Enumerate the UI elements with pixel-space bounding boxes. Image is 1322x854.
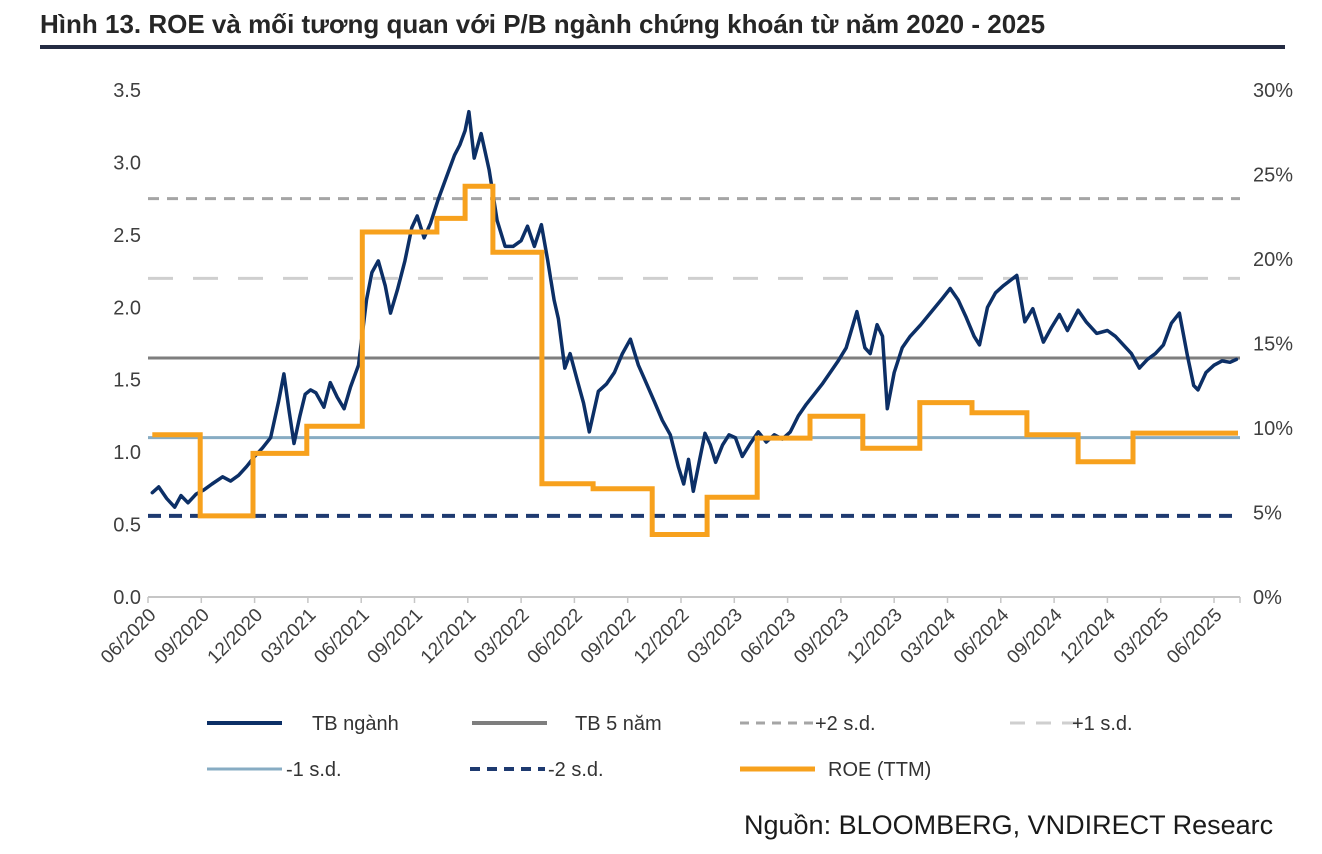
x-axis-label-06-2021: 06/2021	[310, 605, 373, 668]
legend-label-tb-ng-nh: TB ngành	[312, 713, 399, 735]
x-axis-label-06-2025: 06/2025	[1163, 605, 1226, 668]
x-axis-label-09-2023: 09/2023	[790, 605, 853, 668]
right-axis-tick-label: 0%	[1253, 587, 1282, 609]
right-axis-tick-label: 25%	[1253, 165, 1293, 187]
x-axis-label-12-2024: 12/2024	[1057, 604, 1121, 668]
x-axis-label-09-2021: 09/2021	[364, 605, 427, 668]
x-axis-label-09-2020: 09/2020	[150, 605, 213, 668]
x-axis-label-03-2021: 03/2021	[257, 605, 320, 668]
x-axis-label-06-2022: 06/2022	[524, 605, 587, 668]
right-axis-tick-label: 30%	[1253, 80, 1293, 102]
left-axis-tick-label: 2.0	[113, 297, 141, 319]
right-axis-tick-label: 5%	[1253, 503, 1282, 525]
left-axis-tick-label: 1.0	[113, 442, 141, 464]
source-note: Nguồn: BLOOMBERG, VNDIRECT Researc	[744, 810, 1274, 840]
left-axis-tick-label: 2.5	[113, 225, 141, 247]
left-axis-tick-label: 1.5	[113, 370, 141, 392]
left-axis-tick-label: 3.0	[113, 152, 141, 174]
right-axis-tick-label: 15%	[1253, 334, 1293, 356]
right-axis-tick-label: 10%	[1253, 418, 1293, 440]
figure-title: Hình 13. ROE và mối tương quan với P/B n…	[40, 9, 1046, 39]
legend-label-2-s-d: -2 s.d.	[548, 759, 604, 781]
legend-label-2-s-d: +2 s.d.	[815, 713, 876, 735]
x-axis-label-03-2022: 03/2022	[470, 605, 533, 668]
x-axis-label-03-2025: 03/2025	[1110, 605, 1173, 668]
x-axis-label-03-2024: 03/2024	[897, 604, 961, 668]
legend-label-tb-5-n-m: TB 5 năm	[575, 713, 662, 735]
roe-ttm-line	[152, 183, 1238, 537]
x-axis-label-12-2021: 12/2021	[417, 605, 480, 668]
legend-label-1-s-d: +1 s.d.	[1072, 713, 1133, 735]
x-axis-label-06-2020: 06/2020	[97, 605, 160, 668]
legend-label-1-s-d: -1 s.d.	[286, 759, 342, 781]
legend-label-roe-ttm: ROE (TTM)	[828, 759, 931, 781]
x-axis-label-12-2022: 12/2022	[630, 605, 693, 668]
x-axis-label-09-2022: 09/2022	[577, 605, 640, 668]
left-axis-tick-label: 3.5	[113, 80, 141, 102]
left-axis-tick-label: 0.5	[113, 515, 141, 537]
x-axis-label-06-2024: 06/2024	[950, 604, 1014, 668]
x-axis-label-12-2023: 12/2023	[843, 605, 906, 668]
x-axis-label-06-2023: 06/2023	[737, 605, 800, 668]
x-axis-label-09-2024: 09/2024	[1003, 604, 1067, 668]
pb-industry-line	[150, 109, 1239, 509]
right-axis-tick-label: 20%	[1253, 249, 1293, 271]
left-axis-tick-label: 0.0	[113, 587, 141, 609]
x-axis-label-03-2023: 03/2023	[683, 605, 746, 668]
title-divider	[40, 45, 1285, 49]
x-axis-label-12-2020: 12/2020	[204, 605, 267, 668]
